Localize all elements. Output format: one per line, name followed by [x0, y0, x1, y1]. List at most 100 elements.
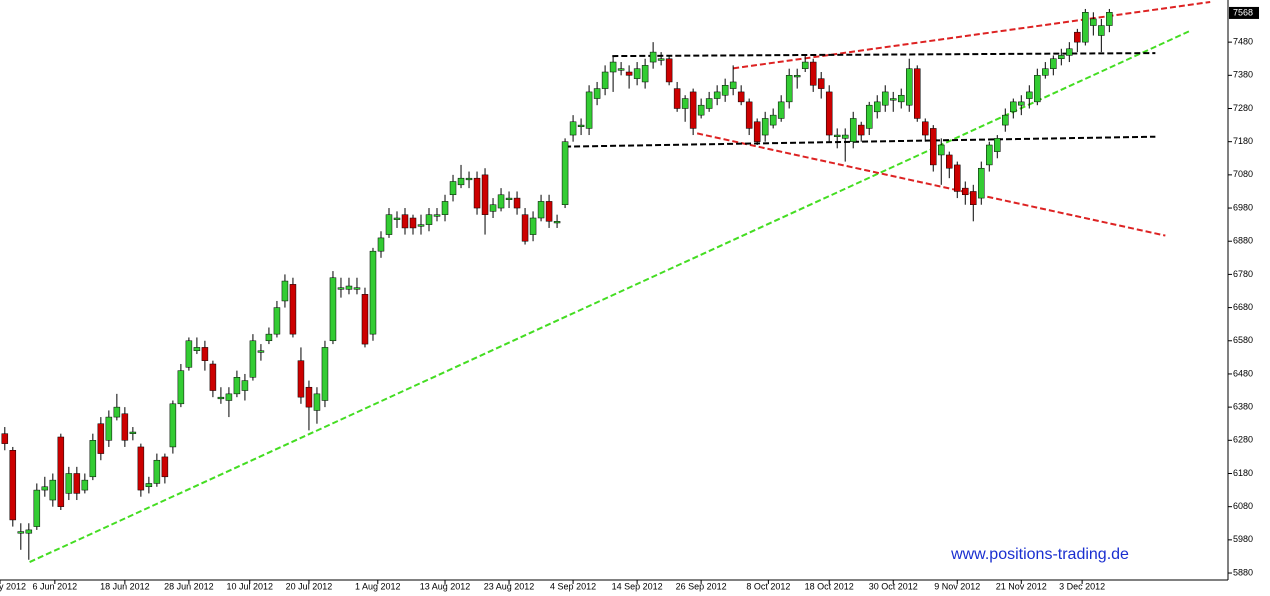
candle-body	[89, 440, 97, 478]
y-tick-label: 6580	[1233, 335, 1253, 345]
candle-body	[1090, 18, 1097, 26]
candle-body	[249, 340, 257, 378]
candle-body	[930, 128, 937, 166]
candle-body	[9, 450, 17, 521]
x-tick-label: 18 Jun 2012	[100, 581, 150, 591]
x-tick-label: 6 Jun 2012	[33, 581, 78, 591]
candle-body	[257, 350, 265, 353]
candle-body	[809, 61, 817, 86]
candle-body	[161, 456, 169, 478]
x-tick-label: 29 May 2012	[0, 581, 26, 591]
candle-body	[169, 403, 177, 448]
last-price-label: 7568	[1233, 7, 1253, 17]
candle-body	[33, 489, 41, 527]
candle-body	[913, 68, 921, 119]
candle-body	[321, 347, 329, 401]
candle-body	[273, 307, 281, 335]
candle-body	[697, 104, 705, 116]
candle-body	[1058, 55, 1065, 59]
candle-body	[417, 224, 425, 227]
candle-body	[1002, 114, 1009, 126]
candle-body	[745, 101, 753, 129]
candle-body	[825, 91, 833, 136]
candle-body	[609, 61, 617, 73]
candle-body	[369, 250, 377, 335]
candle-body	[481, 174, 489, 215]
candle-body	[729, 81, 737, 89]
candle-body	[946, 154, 953, 169]
candle-body	[881, 91, 889, 106]
candle-body	[289, 284, 297, 335]
candle-body	[633, 68, 641, 79]
trendline	[696, 132, 1166, 237]
y-tick-label: 7280	[1233, 103, 1253, 113]
last-price-box	[1229, 6, 1259, 19]
candle-body	[569, 121, 577, 136]
x-tick-label: 23 Aug 2012	[484, 581, 535, 591]
candle-body	[873, 101, 881, 113]
candle-body	[41, 486, 49, 491]
candle-body	[761, 118, 769, 136]
candle-body	[129, 431, 137, 434]
candle-body	[577, 124, 585, 128]
x-tick-label: 20 Jul 2012	[286, 581, 333, 591]
candle-body	[433, 214, 441, 217]
candle-body	[457, 177, 465, 186]
candle-body	[313, 393, 321, 411]
candle-body	[777, 101, 785, 119]
candle-body	[962, 187, 969, 196]
candle-body	[521, 214, 529, 242]
candle-body	[801, 61, 809, 69]
candle-body	[673, 88, 681, 109]
candle-body	[49, 479, 57, 501]
candle-body	[994, 138, 1001, 152]
candle-body	[785, 75, 793, 103]
candle-body	[1018, 101, 1025, 106]
y-tick-label: 5880	[1233, 567, 1253, 577]
candle-body	[721, 85, 729, 96]
trendline	[29, 30, 1190, 563]
x-tick-label: 9 Nov 2012	[934, 581, 980, 591]
candle-body	[681, 98, 689, 109]
candle-body	[1074, 31, 1081, 43]
candle-body	[817, 78, 825, 89]
candle-body	[649, 51, 657, 63]
candle-body	[505, 197, 513, 200]
candle-body	[537, 201, 545, 219]
candle-body	[265, 333, 273, 342]
candle-body	[665, 58, 673, 83]
candle-body	[833, 134, 841, 137]
candle-body	[177, 370, 185, 405]
candle-body	[217, 396, 225, 400]
y-tick-label: 7180	[1233, 136, 1253, 146]
y-tick-label: 7480	[1233, 37, 1253, 47]
candle-body	[978, 167, 985, 199]
candle-body	[385, 214, 393, 235]
candle-body	[297, 360, 305, 398]
candle-body	[1042, 68, 1049, 76]
candle-body	[553, 221, 561, 224]
candle-body	[449, 181, 457, 196]
candle-body	[713, 91, 721, 99]
candle-body	[1034, 75, 1041, 103]
candle-body	[121, 413, 129, 441]
candle-body	[25, 529, 33, 534]
candle-body	[361, 294, 369, 345]
candle-body	[970, 191, 977, 205]
candle-body	[281, 280, 289, 302]
candle-body	[137, 446, 145, 491]
candle-body	[938, 144, 945, 156]
candle-body	[753, 121, 761, 142]
candle-body	[897, 94, 905, 103]
candle-body	[17, 531, 25, 534]
y-tick-label: 6680	[1233, 302, 1253, 312]
y-tick-label: 6780	[1233, 269, 1253, 279]
x-tick-label: 10 Jul 2012	[226, 581, 273, 591]
candle-body	[497, 194, 505, 209]
candle-body	[393, 217, 401, 220]
x-tick-label: 21 Nov 2012	[996, 581, 1047, 591]
candle-body	[625, 71, 633, 76]
candle-body	[353, 287, 361, 290]
y-tick-label: 5980	[1233, 534, 1253, 544]
candle-body	[529, 217, 537, 235]
